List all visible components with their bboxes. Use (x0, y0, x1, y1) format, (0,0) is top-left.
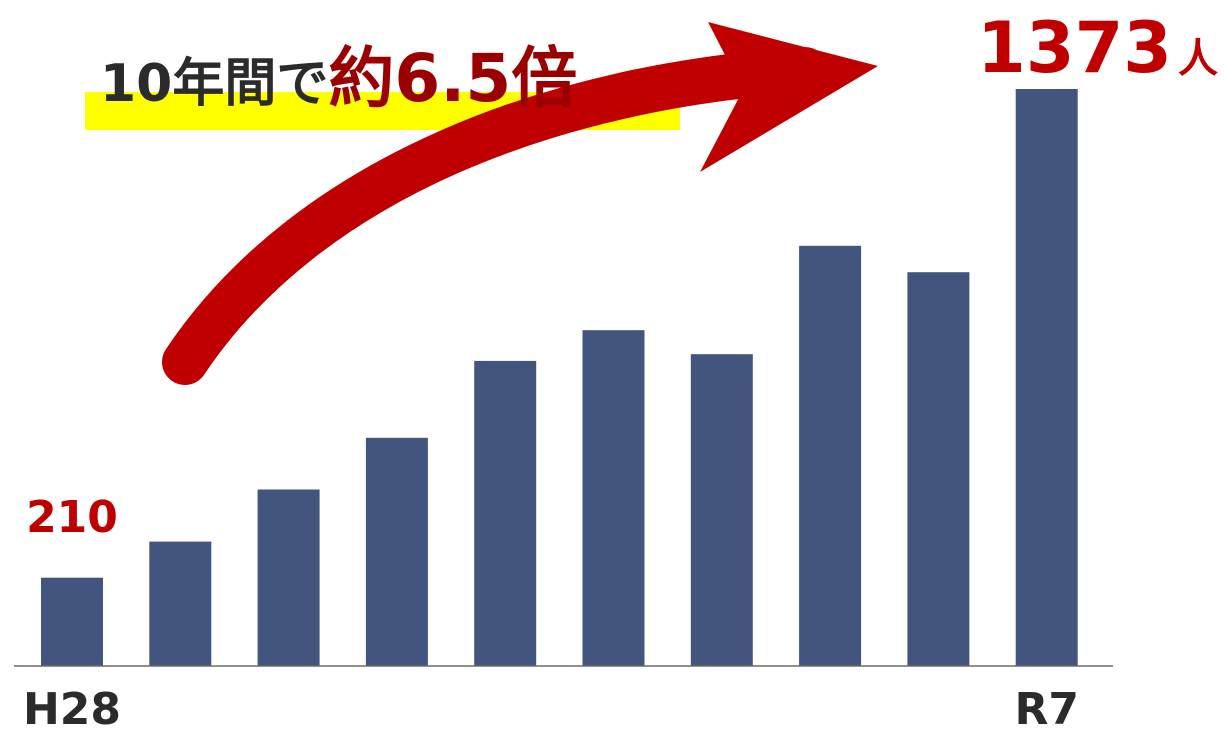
x-tick-label-H28: H28 (23, 684, 121, 730)
last-value-label: 1373 (977, 7, 1172, 89)
bar-4 (365, 437, 428, 666)
first-value-label: 210 (26, 492, 118, 543)
bar-6 (582, 330, 645, 666)
bar-8 (799, 245, 862, 667)
headline: 10年間で約6.5倍 (100, 40, 577, 117)
bar-2 (149, 541, 212, 666)
bar-3 (257, 489, 320, 666)
bars (41, 89, 1078, 667)
bar-7 (690, 354, 753, 666)
last-value-label-group: 1373 人 (977, 7, 1218, 89)
bar-10 (1015, 89, 1078, 666)
bar-1 (41, 577, 103, 666)
x-axis-tick-labels: H28 R7 (23, 684, 1079, 730)
headline-emphasis: 約6.5倍 (328, 40, 577, 117)
growth-arrow-icon (162, 22, 878, 385)
bar-5 (474, 360, 537, 666)
headline-lead: 10年間で (100, 54, 328, 114)
unit-label: 人 (1178, 36, 1218, 82)
x-tick-label-R7: R7 (1014, 684, 1079, 730)
bar-9 (907, 272, 970, 666)
